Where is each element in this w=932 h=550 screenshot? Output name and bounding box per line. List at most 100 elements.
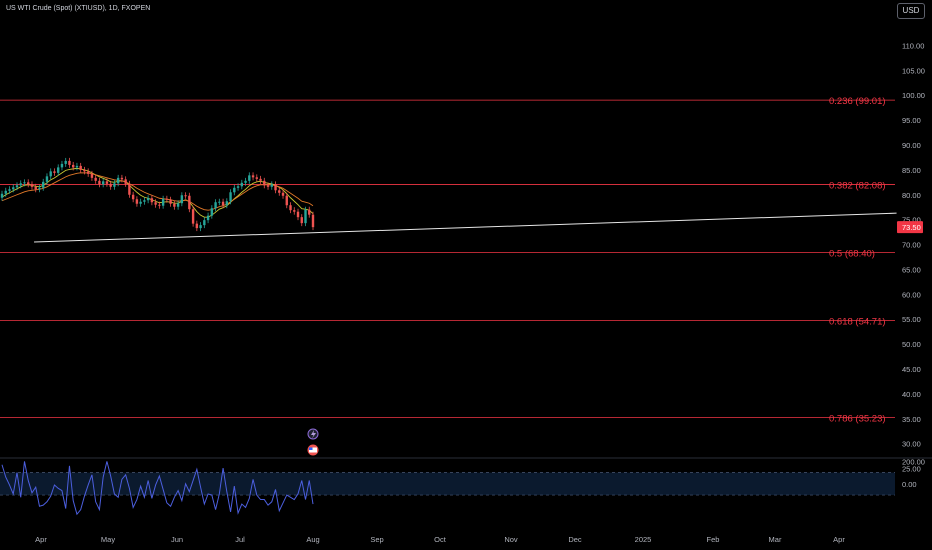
candle-body — [113, 183, 116, 187]
candle-body — [49, 171, 52, 177]
candle-body — [71, 164, 75, 168]
candle-body — [68, 160, 71, 165]
candle-body — [27, 182, 30, 185]
price-tick: 50.00 — [902, 340, 921, 349]
candle-body — [86, 171, 90, 174]
candle-body — [60, 163, 64, 168]
candle-body — [195, 223, 199, 229]
candle-body — [225, 201, 229, 206]
candle-body — [296, 211, 300, 218]
moving-averages — [1, 167, 314, 218]
candle-body — [180, 195, 184, 204]
candle-body — [311, 214, 315, 228]
candle-body — [236, 186, 240, 188]
candle-body — [105, 181, 109, 184]
time-label: Feb — [707, 535, 720, 544]
fib-label-1: 0.382 (82.08) — [829, 180, 886, 191]
candle-body — [101, 181, 105, 185]
price-tick: 60.00 — [902, 290, 921, 299]
lightning-glyph — [311, 430, 316, 439]
candle-body — [214, 202, 217, 209]
lightning-event-icon — [307, 428, 319, 440]
trendline — [34, 212, 897, 243]
candle-body — [120, 177, 124, 180]
candle-body — [229, 192, 232, 202]
symbol-title: US WTI Crude (Spot) (XTIUSD), 1D, FXOPEN — [6, 5, 151, 12]
price-tick: 55.00 — [902, 315, 921, 324]
candle-body — [173, 203, 176, 207]
candle-body — [139, 201, 142, 204]
candle-body — [124, 179, 127, 184]
currency-button[interactable]: USD — [897, 3, 925, 19]
candle-body — [45, 176, 49, 182]
flag-event-icon — [307, 444, 319, 456]
price-tick: 65.00 — [902, 265, 921, 274]
trendline-group — [34, 212, 897, 243]
time-label: May — [101, 535, 115, 544]
candle-body — [94, 177, 97, 181]
oscillator-band — [0, 472, 895, 496]
fib-label-4: 0.786 (35.23) — [829, 414, 886, 425]
price-tick: 95.00 — [902, 116, 921, 125]
price-tick: 30.00 — [902, 440, 921, 449]
candle-body — [255, 177, 258, 179]
candle-body — [240, 182, 244, 187]
candle-body — [221, 201, 225, 206]
candle-body — [270, 184, 273, 187]
price-tick: 105.00 — [902, 66, 925, 75]
candle-body — [53, 171, 56, 173]
price-tick: 110.00 — [902, 41, 924, 50]
candle-body — [154, 202, 157, 205]
candle-body — [158, 204, 161, 206]
candle-body — [12, 187, 15, 190]
candle-body — [281, 192, 285, 196]
price-tick: 45.00 — [902, 365, 921, 374]
time-label: Mar — [769, 535, 782, 544]
price-tick: 70.00 — [902, 241, 921, 250]
candle-body — [248, 175, 251, 181]
candle-body — [274, 184, 277, 191]
fib-label-2: 0.5 (68.40) — [829, 249, 875, 260]
candle-body — [143, 200, 146, 202]
candle-body — [64, 160, 67, 164]
candle-body — [184, 195, 187, 197]
time-label: 2025 — [635, 535, 652, 544]
candle-body — [165, 198, 169, 200]
candle-body — [244, 180, 247, 183]
price-tick: 100.00 — [902, 91, 925, 100]
candle-body — [15, 185, 19, 188]
oscillator-pane: 200.00 0.00 — [0, 457, 932, 516]
candle-body — [23, 182, 26, 184]
fib-levels: 0.236 (99.01) 0.382 (82.08) 0.5 (68.40) 0.6… — [0, 96, 895, 425]
candle-body — [304, 209, 307, 224]
candle-body — [38, 187, 41, 190]
candle-body — [75, 165, 79, 168]
candle-body — [109, 183, 112, 187]
candle-body — [285, 195, 288, 206]
candle-body — [188, 195, 191, 210]
candle-body — [79, 165, 82, 170]
candle-body — [30, 184, 34, 187]
candle-body — [259, 178, 262, 181]
candle-body — [146, 198, 150, 201]
time-axis: Apr May Jun Jul Aug Sep Oct Nov Dec 2025 Feb Mar Apr — [35, 535, 845, 544]
flag-event-flag — [309, 447, 317, 453]
candle-body — [199, 225, 202, 229]
event-markers — [307, 428, 319, 456]
candle-body — [206, 215, 210, 221]
candle-body — [135, 199, 139, 204]
candle-body — [19, 183, 22, 186]
candle-body — [176, 203, 180, 207]
candle-body — [210, 208, 214, 216]
ma-line-slow — [1, 172, 314, 211]
price-tick: 25.00 — [902, 465, 921, 474]
candle-body — [116, 177, 120, 184]
candle-body — [233, 187, 236, 193]
candle-body — [4, 190, 7, 194]
candle-body — [131, 194, 135, 200]
time-label: Jun — [171, 535, 183, 544]
candle-body — [98, 180, 101, 185]
ma-line-fast — [1, 167, 314, 218]
oscillator-tick: 200.00 — [902, 457, 925, 466]
